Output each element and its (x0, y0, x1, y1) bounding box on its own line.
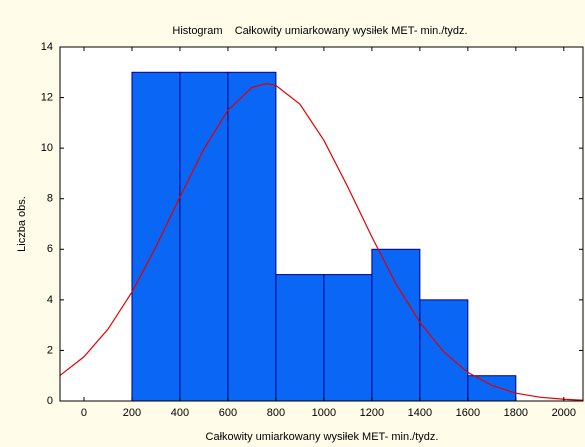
x-tick-label: 2000 (552, 407, 576, 419)
plot-layer (60, 71, 583, 401)
y-tick-label: 8 (47, 193, 53, 205)
x-tick-label: 800 (267, 407, 285, 419)
fit-curve (60, 83, 583, 401)
plot-frame (59, 46, 584, 402)
bar (371, 248, 421, 401)
y-tick-label: 0 (47, 395, 53, 407)
x-axis-label: Całkowity umiarkowany wysiłek MET- min./… (206, 431, 439, 443)
bar (227, 71, 277, 401)
bar (275, 274, 325, 401)
y-tick-label: 2 (47, 344, 53, 356)
bar (419, 299, 469, 401)
x-tick-label: 1000 (312, 407, 336, 419)
bar (467, 375, 517, 401)
y-axis-label: Liczba obs. (16, 196, 28, 252)
y-tick-label: 12 (41, 91, 53, 103)
y-tick-label: 14 (41, 41, 53, 53)
x-tick-label: 200 (123, 407, 141, 419)
bar (131, 71, 181, 401)
x-tick-label: 1400 (408, 407, 432, 419)
y-tick-label: 6 (47, 243, 53, 255)
x-tick-label: 0 (81, 407, 87, 419)
x-tick-label: 1600 (456, 407, 480, 419)
x-tick-label: 1200 (360, 407, 384, 419)
chart-title: Histogram Całkowity umiarkowany wysiłek … (172, 25, 467, 37)
y-tick-label: 4 (47, 294, 53, 306)
x-tick-label: 600 (219, 407, 237, 419)
x-tick-label: 400 (171, 407, 189, 419)
bar (323, 274, 373, 401)
x-tick-label: 1800 (504, 407, 528, 419)
y-tick-label: 10 (41, 142, 53, 154)
